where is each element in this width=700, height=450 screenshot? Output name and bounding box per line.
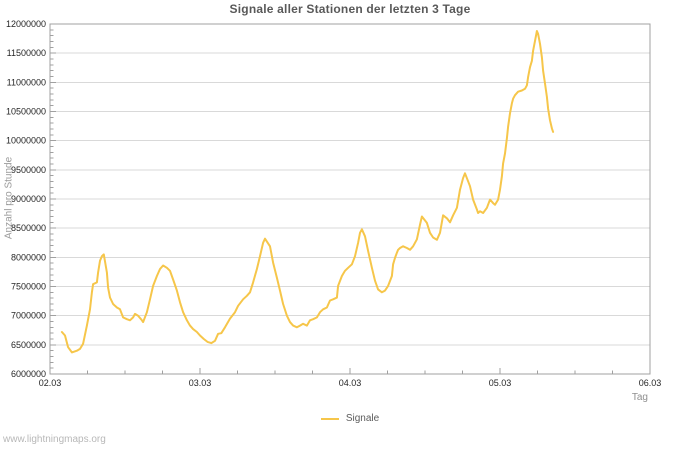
y-tick-label: 8500000 — [11, 223, 46, 233]
series-line-signale — [60, 30, 555, 354]
y-tick-label: 12000000 — [6, 19, 46, 29]
y-tick-label: 6500000 — [11, 340, 46, 350]
watermark-text: www.lightningmaps.org — [3, 434, 106, 445]
legend-color-swatch — [320, 417, 339, 420]
y-tick-label: 7500000 — [11, 282, 46, 292]
y-tick-label: 11000000 — [7, 77, 46, 87]
y-tick-label: 11500000 — [7, 48, 46, 58]
legend-label: Signale — [345, 413, 380, 424]
x-tick-label: 05.03 — [489, 378, 512, 388]
y-tick-label: 8000000 — [11, 252, 46, 262]
y-tick-label: 10000000 — [6, 136, 46, 146]
x-tick-label: 02.03 — [39, 378, 62, 388]
y-tick-label: 6000000 — [11, 369, 46, 379]
x-axis-title: Tag — [631, 392, 648, 403]
y-tick-label: 9500000 — [11, 165, 46, 175]
legend: Signale — [0, 413, 700, 424]
x-tick-label: 04.03 — [339, 378, 362, 388]
chart-title: Signale aller Stationen der letzten 3 Ta… — [229, 2, 471, 16]
x-tick-label: 03.03 — [189, 378, 212, 388]
plot-frame — [49, 23, 651, 375]
y-tick-label: 7000000 — [11, 311, 46, 321]
x-tick-label: 06.03 — [639, 378, 662, 388]
y-tick-label: 10500000 — [6, 107, 46, 117]
y-tick-label: 9000000 — [11, 194, 46, 204]
